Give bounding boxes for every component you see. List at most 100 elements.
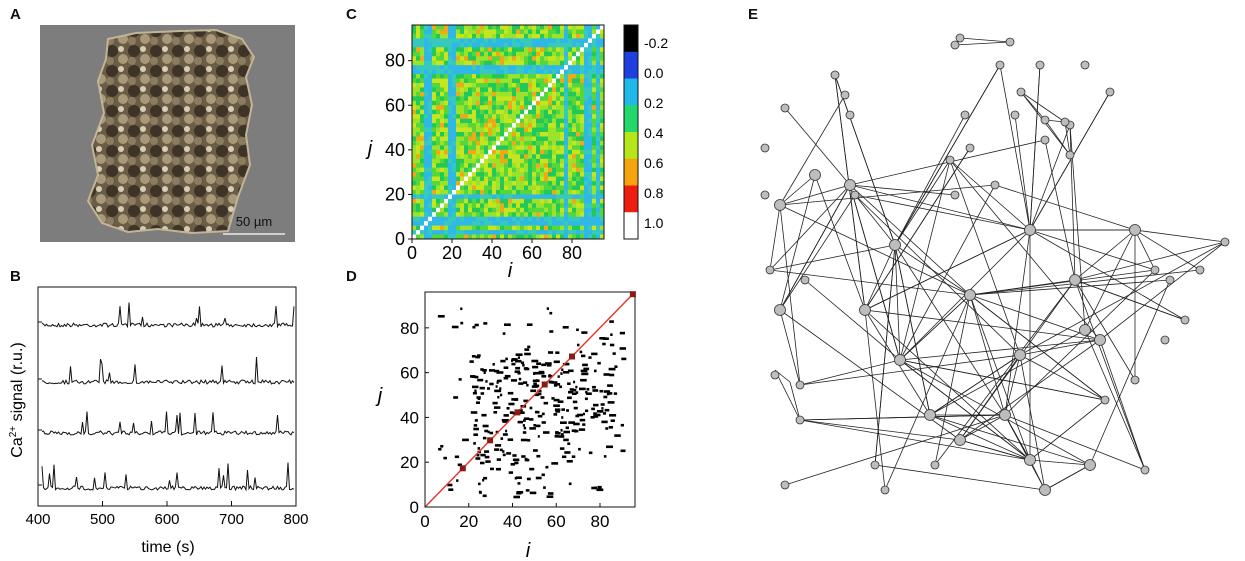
heatmap-cell [580,145,585,151]
network-node [960,110,970,120]
adjacency-point [511,358,517,361]
heatmap-cell [412,74,417,79]
heatmap-cell [596,96,601,102]
heatmap-cell [560,181,565,186]
heatmap-cell [572,87,577,93]
adjacency-point [554,408,561,411]
heatmap-cell [548,216,553,222]
heatmap-cell [436,207,441,213]
heatmap-cell [452,154,457,160]
network-edge [1029,229,1186,321]
heatmap-cell [552,198,557,204]
adjacency-point [502,453,506,457]
heatmap-cell [508,51,513,57]
heatmap-cell [596,132,601,137]
heatmap-cell [544,225,549,231]
heatmap-cell [444,198,449,204]
heatmap-cell [552,230,557,235]
heatmap-cell [452,127,457,133]
network-edge [1029,399,1106,461]
heatmap-cell [508,198,513,204]
heatmap-cell [528,127,533,133]
heatmap-cell [548,172,553,177]
heatmap-cell [452,225,457,231]
heatmap-cell [540,212,545,218]
heatmap-cell [524,74,529,79]
heatmap-cell [440,163,445,168]
heatmap-cell [448,221,453,226]
heatmap-cell [492,149,497,155]
heatmap-cell [556,230,561,235]
heatmap-cell [488,230,493,235]
network-node [950,40,960,50]
heatmap-cell [564,29,569,35]
heatmap-cell [468,25,473,30]
heatmap-cell [548,189,553,195]
heatmap-cell [468,145,473,151]
heatmap-cell [464,154,469,160]
heatmap-cell [524,149,529,155]
heatmap-cell [412,29,417,35]
heatmap-cell [432,225,437,231]
heatmap-cell [576,221,581,226]
heatmap-cell [512,149,517,155]
heatmap-cell [552,221,557,226]
heatmap-cell [420,118,425,124]
heatmap-cell [488,87,493,93]
heatmap-cell [564,74,569,79]
heatmap-cell [600,181,605,186]
heatmap-cell [468,158,473,164]
heatmap-cell [412,136,417,142]
network-edge [1064,121,1071,156]
network-node [1195,265,1205,275]
adjacency-point [512,412,515,415]
heatmap-cell [584,65,589,70]
heatmap-cell [584,56,589,61]
heatmap-cell [556,78,561,84]
heatmap-cell [500,127,505,133]
heatmap-cell [504,82,509,88]
heatmap-cell [588,198,593,204]
heatmap-cell [468,194,473,200]
heatmap-cell [524,96,529,102]
heatmap-cell [452,91,457,97]
heatmap-cell [464,78,469,84]
heatmap-cell [436,181,441,186]
heatmap-cell [452,181,457,186]
adjacency-point [460,321,464,325]
heatmap-cell [592,176,597,182]
heatmap-cell [436,96,441,102]
heatmap-cell [536,91,541,97]
heatmap-cell [436,29,441,35]
adjacency-point [525,489,530,492]
heatmap-cell [576,47,581,53]
heatmap-cell [480,163,485,168]
heatmap-cell [572,198,577,204]
heatmap-cell [596,230,601,235]
heatmap-cell [432,230,437,235]
heatmap-cell [528,109,533,115]
network-edge [1069,124,1076,281]
heatmap-cell [488,109,493,115]
heatmap-cell [456,194,461,200]
heatmap-cell [488,221,493,226]
heatmap-cell [584,47,589,53]
heatmap-cell [596,29,601,35]
heatmap-cell [560,56,565,61]
heatmap-cell [520,212,525,218]
heatmap-cell [560,176,565,182]
heatmap-cell [484,74,489,79]
heatmap-cell [420,181,425,186]
heatmap-cell [540,136,545,142]
heatmap-cell [492,87,497,93]
heatmap-cell [432,172,437,177]
heatmap-cell [596,38,601,44]
heatmap-cell [560,118,565,124]
heatmap-cell [524,136,529,142]
heatmap-cell [416,230,421,235]
adjacency-point [493,411,498,414]
adjacency-point [447,483,453,487]
heatmap-cell [572,172,577,177]
heatmap-cell [420,123,425,128]
heatmap-cell [420,140,425,146]
